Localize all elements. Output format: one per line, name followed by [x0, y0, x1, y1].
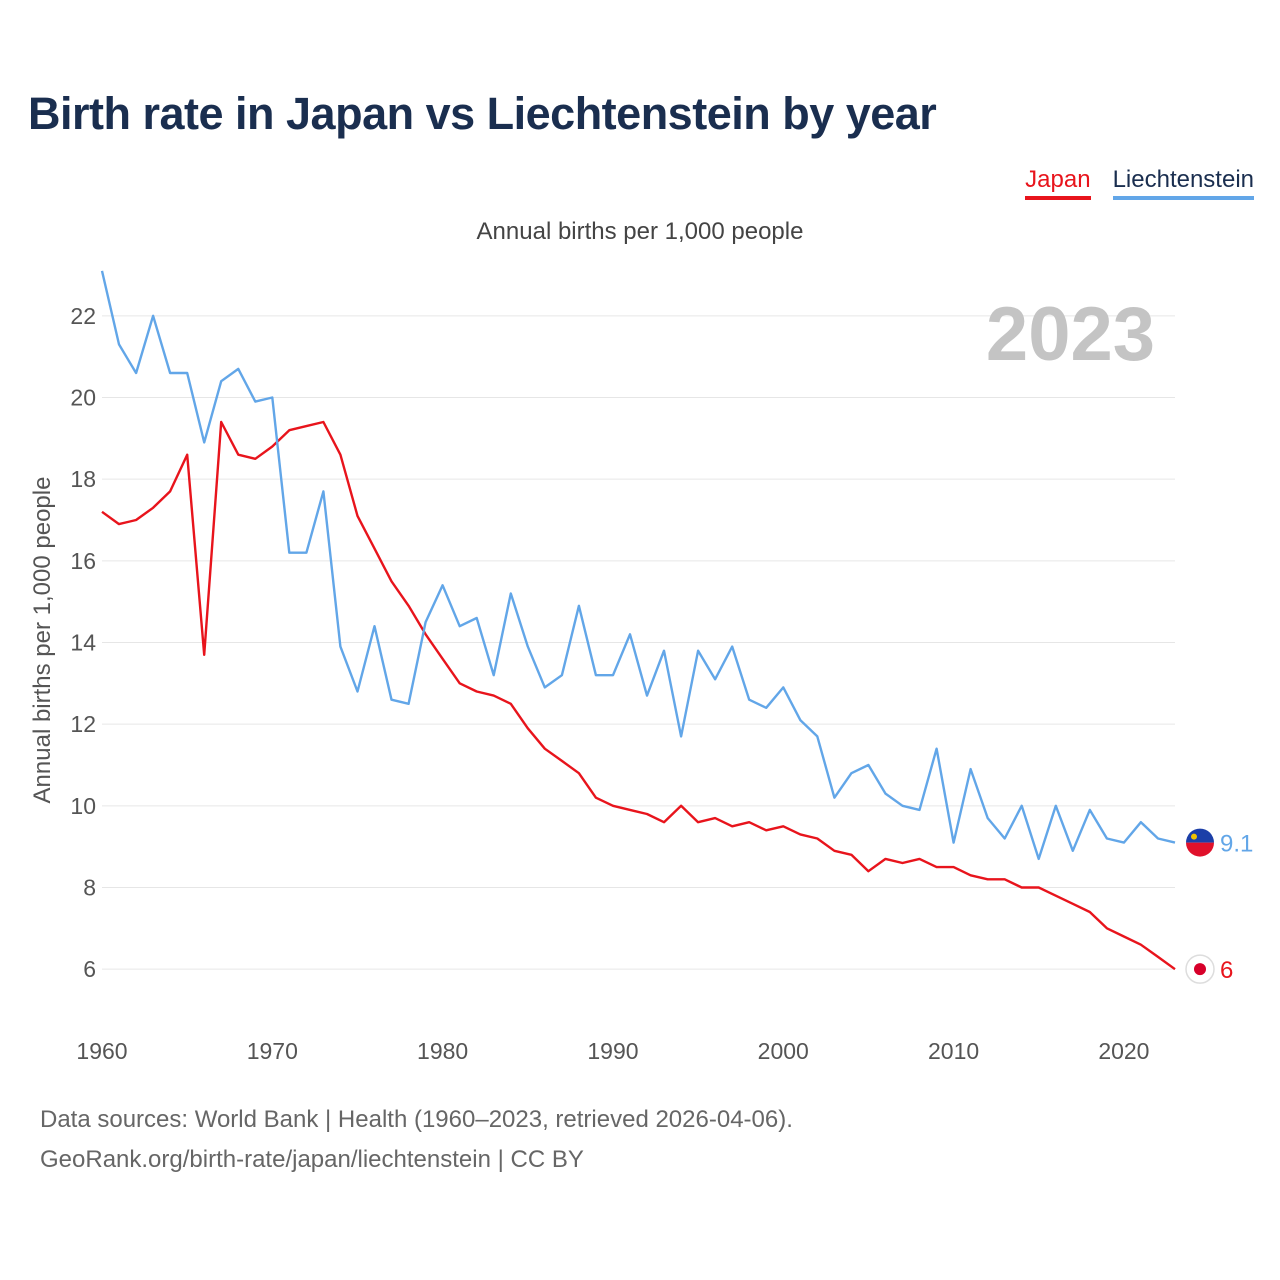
- y-tick-label: 18: [70, 466, 96, 492]
- y-tick-label: 20: [70, 385, 96, 411]
- series-lines: [100, 270, 1176, 971]
- chart-subtitle: Annual births per 1,000 people: [476, 218, 804, 245]
- footer-link[interactable]: GeoRank.org/birth-rate/japan/liechtenste…: [40, 1146, 584, 1173]
- y-tick-label: 16: [70, 548, 96, 574]
- series-line-liechtenstein[interactable]: [100, 270, 1176, 861]
- x-tick-label: 1960: [76, 1038, 127, 1064]
- liechtenstein-flag-icon: [1186, 828, 1214, 857]
- x-tick-label: 1980: [417, 1038, 468, 1064]
- y-tick-label: 14: [70, 630, 96, 656]
- y-tick-label: 10: [70, 793, 96, 819]
- y-axis-ticks: 6 8 10 12 14 16 18 20 22: [70, 303, 96, 982]
- x-axis-ticks: 1960 1970 1980 1990 2000 2010 2020: [76, 1038, 1149, 1064]
- x-tick-label: 2000: [758, 1038, 809, 1064]
- legend: Japan Liechtenstein: [1025, 166, 1254, 200]
- footer-source: Data sources: World Bank | Health (1960–…: [40, 1106, 793, 1133]
- y-tick-label: 6: [83, 956, 96, 982]
- x-tick-label: 2010: [928, 1038, 979, 1064]
- end-value-label-liechtenstein: 9.1: [1220, 831, 1253, 858]
- x-tick-label: 1990: [587, 1038, 638, 1064]
- current-year-label: 2023: [986, 292, 1155, 377]
- y-axis-label: Annual births per 1,000 people: [29, 477, 56, 804]
- line-chart: 2023 6 8 10 12 14 16 18 20 22 1960 1970 1980 1990 20…: [29, 270, 1253, 1064]
- y-tick-label: 12: [70, 711, 96, 737]
- legend-item-japan[interactable]: Japan: [1025, 166, 1091, 200]
- x-tick-label: 1970: [247, 1038, 298, 1064]
- end-markers: 69.1: [1185, 828, 1253, 984]
- japan-flag-icon: [1185, 954, 1215, 984]
- y-tick-label: 8: [83, 875, 96, 901]
- x-tick-label: 2020: [1098, 1038, 1149, 1064]
- series-line-japan[interactable]: [101, 420, 1176, 971]
- chart-title: Birth rate in Japan vs Liechtenstein by …: [28, 88, 937, 139]
- gridlines: [102, 315, 1175, 970]
- y-tick-label: 22: [70, 303, 96, 329]
- end-value-label-japan: 6: [1220, 957, 1233, 984]
- legend-item-liechtenstein[interactable]: Liechtenstein: [1112, 166, 1254, 200]
